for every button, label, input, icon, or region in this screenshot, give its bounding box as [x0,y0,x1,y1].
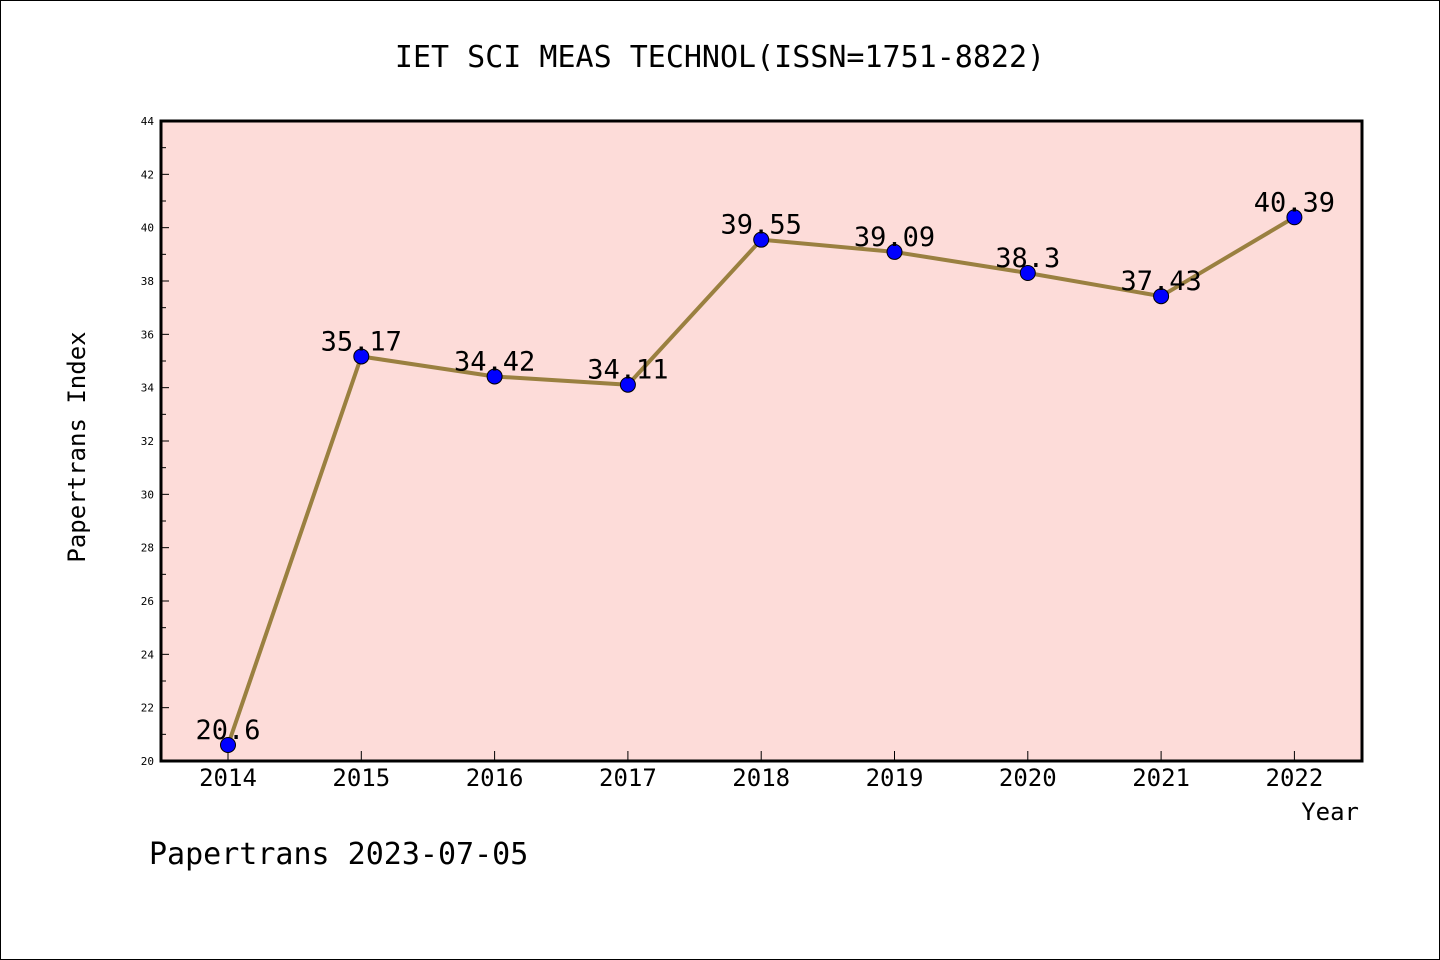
data-label: 40.39 [1254,187,1335,218]
y-axis-label: Papertrans Index [63,331,91,562]
y-tick-label: 26 [141,595,154,608]
data-point [486,368,503,385]
data-label: 34.42 [454,346,535,377]
y-axis: 20 22 24 26 28 30 32 34 36 38 40 42 44 [141,115,169,768]
series-layer: 20.6 35.17 34.42 34.11 39.55 39.09 38.3 37.43 40… [195,187,1335,753]
x-tick-label: 2022 [1266,764,1324,792]
x-tick-label: 2020 [999,764,1057,792]
x-tick-label: 2015 [332,764,390,792]
x-tick-label: 2019 [866,764,924,792]
y-tick-label: 22 [141,702,154,715]
y-tick-label: 34 [141,382,155,395]
footer-text: Papertrans 2023-07-05 [149,837,528,872]
x-axis: 2014 2015 2016 2017 2018 2019 2020 2021 2022 [199,751,1323,792]
data-point [753,231,770,248]
y-tick-label: 42 [141,168,154,181]
chart-title: IET SCI MEAS TECHNOL(ISSN=1751-8822) [395,40,1045,75]
data-label: 34.11 [587,355,668,386]
y-tick-label: 32 [141,435,154,448]
y-tick-label: 40 [141,222,154,235]
y-tick-label: 36 [141,328,154,341]
data-label: 35.17 [321,326,402,357]
y-tick-label: 44 [141,115,155,128]
x-tick-label: 2018 [732,764,790,792]
data-point [619,376,636,393]
x-tick-label: 2021 [1132,764,1190,792]
y-tick-label: 30 [141,488,154,501]
data-point [220,737,236,753]
data-point [353,348,370,365]
data-label: 39.55 [721,210,802,241]
data-label: 20.6 [195,715,260,746]
data-point [886,243,903,260]
data-point [1153,288,1170,305]
y-tick-label: 20 [141,755,154,768]
data-label: 39.09 [854,222,935,253]
data-label: 38.3 [995,243,1060,274]
x-axis-label: Year [1301,798,1359,826]
data-label: 37.43 [1120,266,1201,297]
data-point [1019,265,1036,281]
y-tick-label: 24 [141,648,155,661]
x-tick-label: 2017 [599,764,657,792]
plot-area [159,119,1364,763]
x-tick-label: 2016 [466,764,524,792]
x-tick-label: 2014 [199,764,257,792]
data-point [1286,209,1303,226]
y-tick-label: 28 [141,542,154,555]
y-tick-label: 38 [141,275,154,288]
